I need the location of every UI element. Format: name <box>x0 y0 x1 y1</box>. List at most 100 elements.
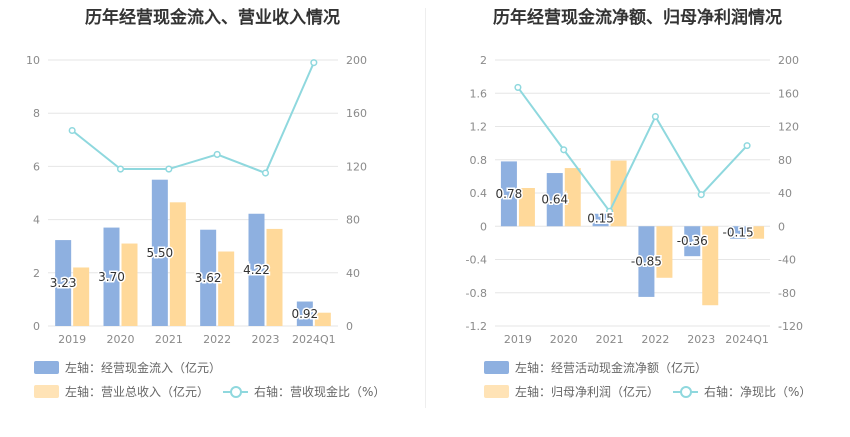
x-tick-label: 2023 <box>687 333 715 346</box>
bar-data-label: 5.50 <box>146 246 173 260</box>
bar-data-label: 0.92 <box>291 307 318 321</box>
legend-swatch-line <box>223 385 249 398</box>
bar-secondary <box>169 202 186 326</box>
x-tick-label: 2023 <box>252 333 280 346</box>
legend-row-2: 左轴：营业总收入（亿元） 右轴：营收现金比（%） <box>34 381 399 401</box>
y-right-tick-label: -120 <box>778 320 803 333</box>
x-tick-label: 2022 <box>641 333 669 346</box>
bar-data-label: 3.62 <box>195 271 222 285</box>
y-left-tick-label: 0 <box>33 320 40 333</box>
y-left-tick-label: 1.2 <box>470 121 488 134</box>
legend-swatch-line <box>673 385 699 398</box>
x-tick-label: 2019 <box>58 333 86 346</box>
legend-item-net-cash[interactable]: 左轴：经营活动现金流净额（亿元） <box>484 359 707 376</box>
bar-primary <box>684 226 701 257</box>
y-right-tick-label: 160 <box>346 107 367 120</box>
x-tick-label: 2022 <box>203 333 231 346</box>
legend-item-cash-inflow[interactable]: 左轴：经营现金流入（亿元） <box>34 359 221 376</box>
line-point <box>68 126 76 135</box>
line-point <box>116 165 125 173</box>
chart-plot-net-cash: -1.2 -0.8 -0.4 0 0.4 0.8 1.2 1.6 2 -120 -80 -40 0 40 8… <box>466 54 803 346</box>
chart-plot-cash-inflow: 0 2 4 6 8 10 0 40 80 120 160 200 2019 2020 2021 2022 202… <box>26 54 367 346</box>
chart-panel-cash-inflow: 历年经营现金流入、营业收入情况 0 2 4 6 8 10 0 40 80 120 160 200 201… <box>26 8 399 401</box>
bar-data-label: 0.78 <box>496 187 523 201</box>
chart-panel-net-cash: 历年经营现金流净额、归母净利润情况 -1.2 -0.8 -0.4 0 0.4 0.8 1.2… <box>425 0 850 437</box>
line-point <box>213 150 221 158</box>
legend-row-1: 左轴：经营活动现金流净额（亿元） <box>484 357 721 377</box>
legend-item-revenue[interactable]: 左轴：营业总收入（亿元） <box>34 383 209 400</box>
y-right-tick-label: -80 <box>778 287 796 300</box>
y-left-tick-label: 0.8 <box>470 154 488 167</box>
y-left-tick-label: -1.2 <box>466 320 487 333</box>
legend-row-2: 左轴：归母净利润（亿元） 右轴：净现比（%） <box>484 381 825 401</box>
x-tick-label: 2019 <box>504 333 532 346</box>
y-right-tick-label: 120 <box>778 121 799 134</box>
bar-secondary <box>564 168 581 227</box>
line-point <box>261 169 270 177</box>
bar-secondary <box>314 312 331 326</box>
bar-primary <box>500 161 517 227</box>
legend-label: 左轴：经营活动现金流净额（亿元） <box>515 360 708 375</box>
bar-secondary <box>218 251 235 326</box>
bar-primary <box>103 227 120 326</box>
y-right-tick-label: 80 <box>346 214 360 227</box>
bar-primary <box>151 179 168 326</box>
bar-data-label: 0.64 <box>541 193 568 207</box>
x-tick-label: 2020 <box>107 333 135 346</box>
x-tick-label: 2021 <box>155 333 183 346</box>
bar-data-label: -0.85 <box>631 255 662 269</box>
line-point <box>697 191 705 199</box>
y-left-tick-label: 2 <box>480 54 487 67</box>
line-point <box>514 83 522 91</box>
bar-secondary <box>266 228 283 326</box>
y-left-tick-label: 8 <box>33 107 40 120</box>
legend-label: 左轴：归母净利润（亿元） <box>515 384 660 399</box>
y-left-tick-label: -0.8 <box>466 287 487 300</box>
line-series <box>71 62 315 175</box>
y-right-tick-label: 0 <box>778 220 785 233</box>
legend-swatch-blue <box>34 360 59 374</box>
line-point <box>165 165 173 173</box>
line-point <box>651 112 659 121</box>
y-right-tick-label: 40 <box>346 267 360 280</box>
y-right-tick-label: 120 <box>346 160 367 173</box>
bar-secondary <box>656 226 673 278</box>
chart-title: 历年经营现金流净额、归母净利润情况 <box>493 8 782 28</box>
x-tick-label: 2020 <box>550 333 578 346</box>
y-left-tick-label: 6 <box>33 160 40 173</box>
legend-label: 左轴：经营现金流入（亿元） <box>65 360 222 375</box>
legend-item-cash-ratio[interactable]: 右轴：营收现金比（%） <box>223 383 385 400</box>
y-right-tick-label: 200 <box>778 54 799 67</box>
legend-label: 右轴：净现比（%） <box>704 384 812 399</box>
y-right-tick-label: 200 <box>346 54 367 67</box>
y-left-tick-label: 2 <box>33 267 40 280</box>
bar-secondary <box>748 226 765 239</box>
bar-primary <box>592 213 609 227</box>
bar-primary <box>200 229 217 326</box>
line-point <box>310 59 318 67</box>
bar-data-label: 4.22 <box>243 263 270 277</box>
x-tick-label: 2024Q1 <box>725 333 769 346</box>
y-left-tick-label: 0.4 <box>470 187 488 200</box>
legend-swatch-blue <box>484 360 509 374</box>
y-right-tick-label: 80 <box>778 154 792 167</box>
y-right-tick-label: 0 <box>346 320 353 333</box>
panel-divider <box>425 8 426 408</box>
bar-primary <box>296 301 313 326</box>
legend-label: 右轴：营收现金比（%） <box>254 384 386 399</box>
y-left-tick-label: 4 <box>33 214 40 227</box>
bar-secondary <box>702 226 719 306</box>
legend-swatch-yellow <box>34 384 59 398</box>
legend-item-net-cash-ratio[interactable]: 右轴：净现比（%） <box>673 383 811 400</box>
y-right-tick-label: 160 <box>778 87 799 100</box>
legend-item-net-profit[interactable]: 左轴：归母净利润（亿元） <box>484 383 659 400</box>
bar-data-label: 3.70 <box>98 270 125 284</box>
bar-primary <box>638 226 655 297</box>
legend-label: 左轴：营业总收入（亿元） <box>65 384 210 399</box>
chart-title: 历年经营现金流入、营业收入情况 <box>85 8 340 28</box>
bar-data-label: -0.15 <box>723 225 754 239</box>
bar-primary <box>55 240 72 326</box>
y-left-tick-label: 1.6 <box>470 87 488 100</box>
bar-secondary <box>121 243 138 326</box>
y-left-tick-label: 10 <box>26 54 40 67</box>
